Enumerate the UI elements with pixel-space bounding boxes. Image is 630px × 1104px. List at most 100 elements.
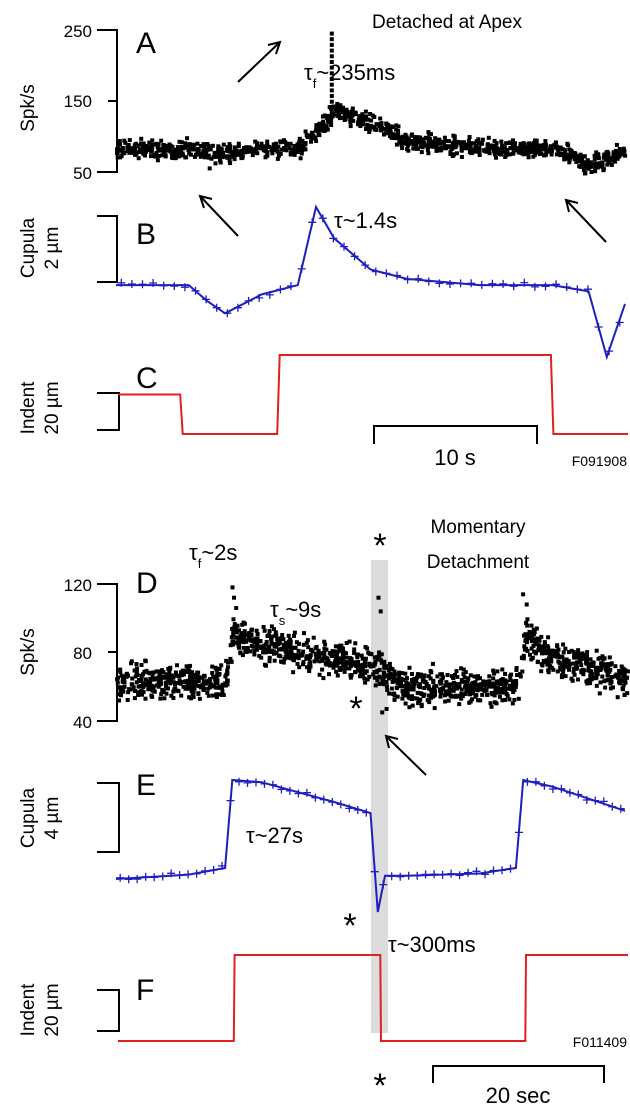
panel-d-spike-point	[625, 675, 630, 680]
panel-a-spike-point	[459, 148, 464, 153]
panel-d-spike-point	[611, 685, 615, 690]
panel-d-spike-point	[249, 633, 254, 637]
panel-d-spike-point	[204, 679, 209, 684]
panel-d-spike-point	[394, 685, 399, 690]
panel-a-spike-point	[302, 141, 307, 146]
panel-b-cupula-marker	[308, 218, 317, 227]
panel-d-spike-point	[359, 653, 364, 658]
panel-a-spike-point	[596, 152, 601, 157]
panel-a-spike-point	[324, 125, 329, 129]
panel-d-spike-point	[277, 640, 282, 645]
panel-d-spike-point	[122, 680, 127, 685]
panel-a-spike-point	[419, 139, 423, 144]
panel-d-spike-point	[344, 641, 349, 645]
panel-a-spike-point	[480, 141, 485, 146]
panel-d-spike-point	[301, 649, 306, 654]
panel-d-spike-point	[239, 631, 244, 636]
panel-a-spike-point	[466, 138, 471, 143]
panel-a-spike-point	[162, 147, 167, 152]
panel-e-cupula-marker	[328, 798, 337, 807]
panel-b-cupula-marker	[520, 278, 529, 287]
panel-a-spike-point	[549, 145, 554, 150]
panel-a-spike-point	[325, 127, 330, 132]
panel-a-spike-point	[155, 158, 160, 163]
panel-b-cupula-marker	[244, 296, 253, 305]
panel-a-spike-point	[567, 160, 572, 165]
panel-d-spike-point	[381, 670, 386, 675]
panel-d-spike-point	[573, 665, 578, 669]
panel-d-spike-point	[252, 640, 257, 645]
panel-d-spike-point	[231, 642, 236, 647]
panel-a-spike-point	[574, 159, 579, 164]
panel-a-spike-point	[315, 126, 320, 130]
panel-d-ylabel: Spk/s	[18, 628, 39, 676]
panel-d-spike-point	[167, 670, 172, 675]
panel-d-spike-point	[561, 666, 566, 671]
panel-letter-b: B	[136, 218, 156, 251]
panel-d-spike-point	[288, 645, 293, 650]
panel-d-spike-point	[240, 622, 245, 627]
panel-d-spike-point	[132, 668, 137, 673]
panel-d-spike-point	[175, 663, 179, 668]
panel-a-spike-point	[533, 144, 538, 149]
panel-d-spike-point	[262, 650, 267, 655]
panel-e-cupula-marker	[260, 779, 269, 788]
panel-b-cupula-marker	[594, 323, 603, 331]
panel-a-spike-point	[489, 145, 494, 150]
panel-d-spike-point	[208, 681, 213, 686]
panel-d-spike-point	[133, 689, 137, 693]
panel-a-spike-point	[216, 154, 220, 159]
panel-c-scale-bracket	[97, 392, 120, 431]
panel-d-outlier-point	[232, 595, 236, 600]
panel-d-spike-point	[495, 681, 500, 686]
panel-a-spike-point	[196, 150, 200, 155]
panel-e-cupula-marker	[523, 777, 532, 786]
bottom-figure-code: F011409	[573, 1034, 627, 1050]
panel-e-cupula-marker	[404, 871, 413, 880]
panel-d-spike-point	[134, 669, 139, 674]
panel-d-spike-point	[296, 656, 301, 661]
panel-d-spike-point	[512, 683, 517, 688]
panel-d-spike-point	[463, 684, 468, 689]
panel-d-spike-point	[348, 675, 353, 680]
panel-d-spike-point	[435, 674, 440, 679]
panel-a-spike-point	[185, 136, 190, 141]
panel-a-spike-point	[579, 159, 584, 163]
panel-d-spike-point	[586, 678, 591, 683]
panel-d-spike-point	[338, 660, 343, 665]
panel-d-spike-point	[147, 684, 152, 689]
panel-a-peak-point	[329, 94, 334, 98]
panel-a-spike-point	[379, 127, 384, 132]
panel-d-spike-point	[147, 686, 151, 691]
panel-d-spike-point	[379, 660, 384, 665]
panel-a-spike-point	[499, 139, 504, 144]
panel-d-spike-point	[312, 659, 317, 664]
panel-d-spike-point	[283, 655, 288, 659]
panel-d-spike-point	[305, 665, 309, 670]
panel-a-spike-point	[541, 146, 546, 151]
panel-d-spike-point	[377, 681, 382, 686]
panel-a-spike-point	[420, 145, 425, 150]
panel-a-spike-point	[297, 146, 302, 151]
panel-a-spike-point	[470, 150, 475, 155]
panel-b-cupula-marker	[583, 285, 592, 294]
panel-a-spike-point	[265, 139, 270, 144]
panel-d-spike-point	[537, 638, 542, 643]
panel-d-spike-point	[383, 665, 388, 670]
panel-a-spike-point	[376, 122, 381, 127]
panel-d-spike-point	[489, 691, 494, 695]
panel-d-spike-point	[388, 673, 393, 678]
panel-a-tau-symbol: τ	[304, 60, 313, 85]
panel-d-spike-point	[453, 694, 458, 699]
panel-d-spike-point	[412, 682, 417, 686]
panel-d-spike-point	[486, 682, 491, 687]
panel-a-spike-point	[228, 149, 233, 154]
panel-a-spike-point	[613, 148, 618, 153]
panel-a-spike-point	[202, 152, 206, 157]
panel-a-spike-point	[396, 131, 401, 136]
panel-a-spike-point	[168, 144, 173, 148]
panel-d-spike-point	[377, 667, 382, 672]
panel-a-spike-point	[271, 142, 276, 147]
panel-d-spike-point	[410, 694, 414, 699]
panel-a-spike-point	[400, 134, 405, 139]
